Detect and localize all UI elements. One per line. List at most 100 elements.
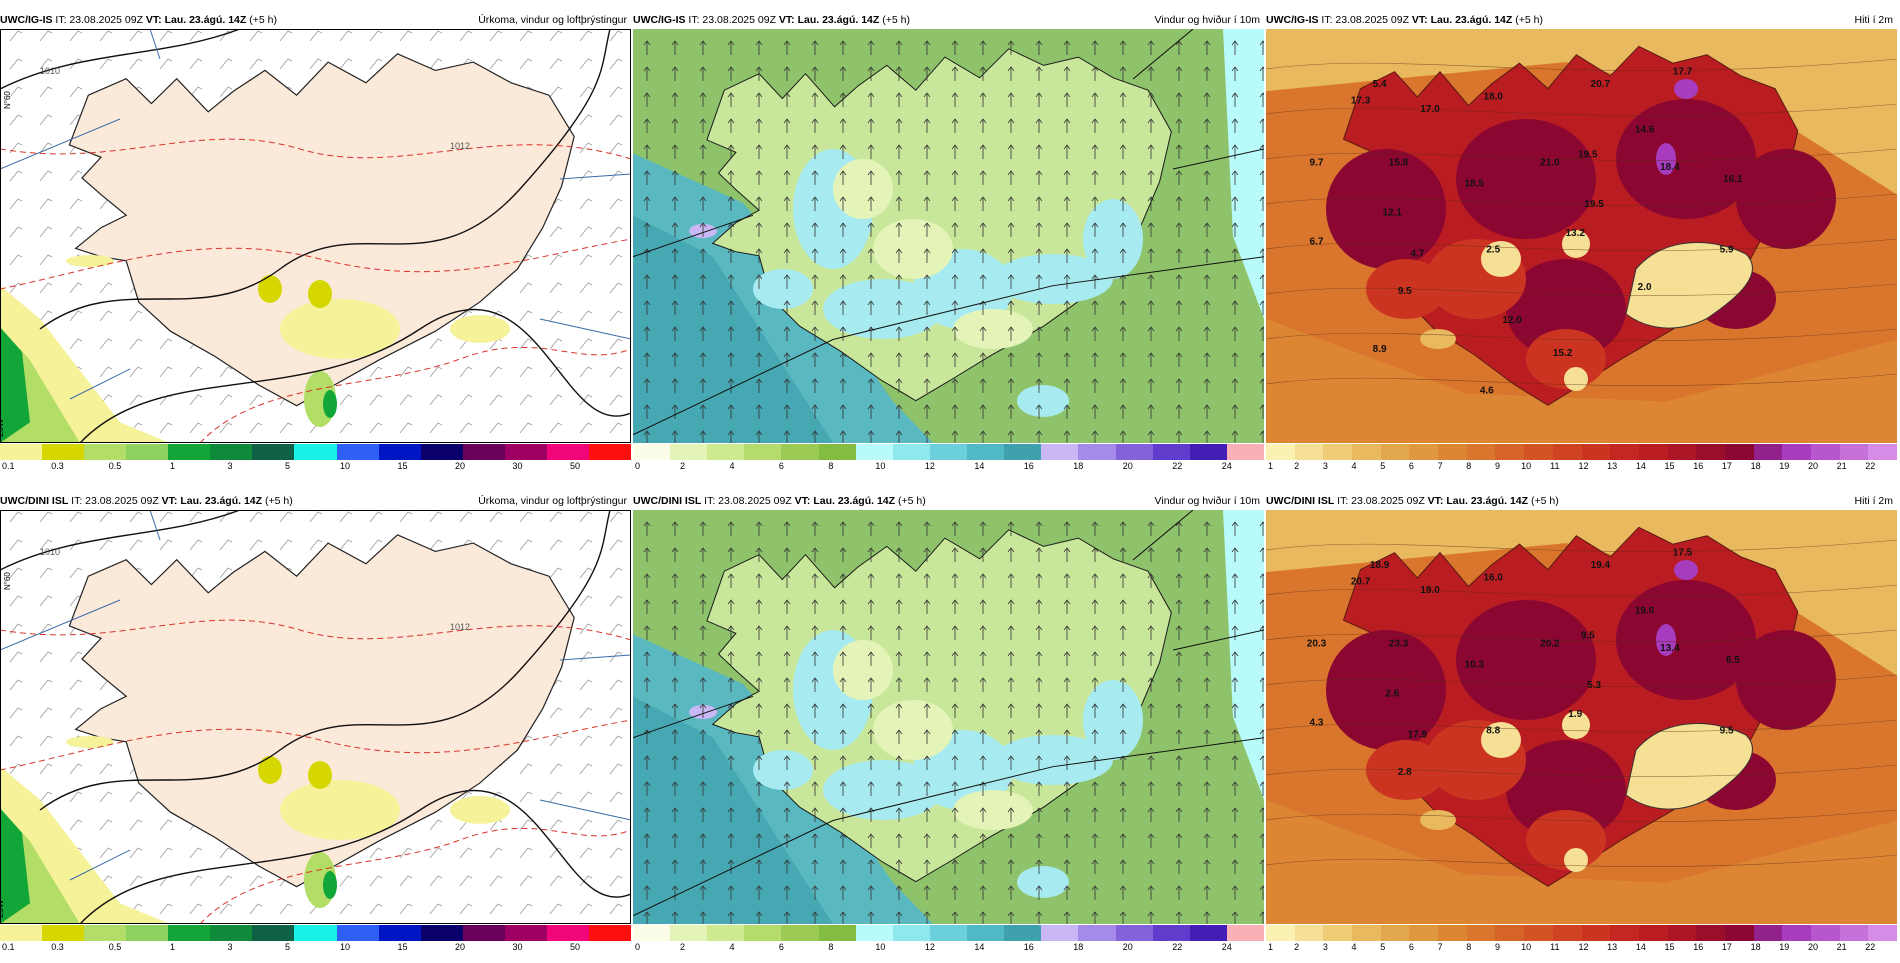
colorbar-tick-label: 18 xyxy=(1073,942,1084,952)
temp-value-label: 18.9 xyxy=(1370,560,1390,571)
colorbar-swatch xyxy=(1438,925,1468,941)
temp-value-label: 20.7 xyxy=(1351,577,1371,588)
colorbar-swatch xyxy=(670,925,708,941)
temp-value-label: 1.9 xyxy=(1568,709,1582,720)
map-area[interactable] xyxy=(633,29,1264,443)
colorbar-swatch xyxy=(1552,444,1582,460)
map-image: 25W N°60 1010 1012 xyxy=(0,510,631,924)
colorbar-tick-label: 12 xyxy=(924,942,935,952)
colorbar-tick-label: 3 xyxy=(227,942,233,952)
colorbar-tick-label: 4 xyxy=(729,461,735,471)
colorbar xyxy=(1266,444,1898,460)
colorbar-swatch xyxy=(252,444,295,460)
colorbar-swatch xyxy=(1638,444,1669,460)
colorbar-swatch xyxy=(168,925,211,941)
colorbar-tick-label: 14 xyxy=(1635,461,1646,471)
colorbar-tick-label: 16 xyxy=(1023,461,1034,471)
temp-value-label: 2.6 xyxy=(1385,688,1399,699)
colorbar-swatch xyxy=(1524,444,1554,460)
colorbar-tick-label: 3 xyxy=(1322,461,1328,471)
map-area[interactable]: 18.9 20.7 19.0 16.0 19.4 17.5 19.0 20.3 23.3 10.3… xyxy=(1266,510,1897,924)
colorbar-tick-label: 13 xyxy=(1607,461,1618,471)
colorbar-swatch xyxy=(1495,925,1525,941)
colorbar-tick-label: 5 xyxy=(284,461,291,471)
colorbar-swatch xyxy=(1696,444,1726,460)
colorbar-swatch xyxy=(1610,444,1640,460)
colorbar-tick-label: 0 xyxy=(635,461,641,471)
map-area[interactable]: 5.4 17.3 17.0 18.0 20.7 17.7 14.6 9.7 15.8 18.5 21… xyxy=(1266,29,1897,443)
glacier xyxy=(1481,722,1521,758)
temp-value-label: 12.1 xyxy=(1382,207,1402,218)
temp-patch xyxy=(1506,259,1626,359)
init-time: IT: 23.08.2025 09Z xyxy=(1321,14,1409,26)
colorbar-tick-label: 1 xyxy=(169,942,176,952)
colorbar-swatch xyxy=(1409,925,1439,941)
colorbar-tick-label: 10 xyxy=(1521,461,1532,471)
colorbar-swatch xyxy=(0,925,43,941)
panel-title: Hiti í 2m xyxy=(1854,495,1893,507)
temp-patch xyxy=(1326,630,1446,750)
panel-header: UWC/DINI ISL IT: 23.08.2025 09Z VT: Lau.… xyxy=(0,493,631,509)
colorbar-tick-label: 0 xyxy=(635,942,641,952)
model-name: UWC/IG-IS xyxy=(1266,14,1319,26)
colorbar-tick-label: 5 xyxy=(1380,942,1386,952)
colorbar-tick-label: 15 xyxy=(1664,942,1675,952)
temp-value-label: 15.2 xyxy=(1553,348,1573,359)
colorbar-tick-label: 2 xyxy=(679,942,685,952)
temp-value-label: 4.7 xyxy=(1410,249,1424,260)
glacier xyxy=(1481,241,1521,277)
model-name: UWC/IG-IS xyxy=(0,14,53,26)
temp-value-label: 20.7 xyxy=(1591,79,1611,90)
panel-title: Úrkoma, vindur og loftþrýstingur xyxy=(478,14,627,26)
colorbar-tick-label: 6 xyxy=(1408,461,1414,471)
glacier xyxy=(1564,367,1588,391)
temp-value-label: 2.8 xyxy=(1398,767,1412,778)
colorbar-ticks: 0 2 4 6 8 10 12 14 16 18 20 22 24 xyxy=(633,941,1264,955)
colorbar-tick-label: 16 xyxy=(1693,942,1704,952)
colorbar-swatch xyxy=(462,444,506,460)
glacier xyxy=(1564,848,1588,872)
lat-label: N°60 xyxy=(3,572,12,590)
temp-patch xyxy=(1506,740,1626,840)
precip-patch xyxy=(66,736,114,748)
iceland-land xyxy=(68,53,575,407)
wind-patch xyxy=(823,760,943,820)
colorbar-swatch xyxy=(1189,444,1228,460)
colorbar-swatch xyxy=(1152,444,1191,460)
colorbar-swatch xyxy=(967,444,1005,460)
colorbar-swatch xyxy=(1041,444,1079,460)
colorbar-swatch xyxy=(1638,925,1669,941)
colorbar xyxy=(633,925,1265,941)
map-area[interactable]: 25W N°60 1010 1012 xyxy=(0,510,631,924)
wind-patch xyxy=(753,269,813,309)
colorbar-tick-label: 19 xyxy=(1779,942,1790,952)
init-time: IT: 23.08.2025 09Z xyxy=(704,495,792,507)
colorbar-tick-label: 17 xyxy=(1721,461,1732,471)
precip-patch xyxy=(280,780,400,840)
panel-title: Hiti í 2m xyxy=(1854,14,1893,26)
panel-header: UWC/DINI ISL IT: 23.08.2025 09Z VT: Lau.… xyxy=(633,493,1264,509)
temp-value-label: 9.7 xyxy=(1310,158,1324,169)
colorbar-swatch xyxy=(744,925,782,941)
colorbar-swatch xyxy=(1610,925,1640,941)
colorbar-tick-label: 20 xyxy=(1122,942,1133,952)
wind-patch xyxy=(873,700,953,760)
colorbar-tick-label: 6 xyxy=(1408,942,1414,952)
colorbar xyxy=(0,444,632,460)
map-area[interactable] xyxy=(633,510,1264,924)
colorbar-swatch xyxy=(1004,925,1042,941)
colorbar-swatch xyxy=(1266,925,1296,941)
temp-value-label: 17.9 xyxy=(1408,730,1428,741)
temp-value-label: 23.3 xyxy=(1389,639,1409,650)
map-area[interactable]: 25W N°60 1010 1012 xyxy=(0,29,631,443)
colorbar-swatch xyxy=(1753,925,1783,941)
valid-time: Lau. 23.ágú. 14Z xyxy=(164,14,247,26)
colorbar-swatch xyxy=(892,925,931,941)
glacier xyxy=(1562,711,1590,739)
temp-value-label: 9.5 xyxy=(1581,630,1595,641)
colorbar-tick-label: 4 xyxy=(1351,942,1357,952)
colorbar-ticks: 0.1 0.3 0.5 1 3 5 10 15 20 30 50 xyxy=(0,460,631,474)
glacier xyxy=(1625,723,1753,810)
init-time: IT: 23.08.2025 09Z xyxy=(55,14,143,26)
colorbar-tick-label: 24 xyxy=(1221,461,1232,471)
